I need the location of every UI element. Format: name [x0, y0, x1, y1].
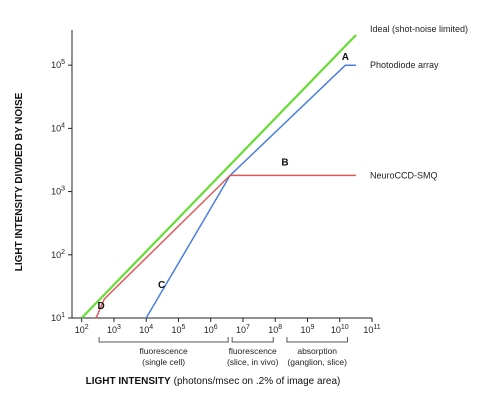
x-tick-exp: 8 [278, 324, 282, 331]
y-tick-label: 105 [51, 59, 65, 70]
y-tick-exp: 2 [61, 249, 65, 256]
x-tick-label: 104 [139, 324, 153, 335]
x-tick-base: 10 [204, 325, 214, 335]
series-lines [80, 34, 357, 319]
x-tick-label: 1011 [363, 324, 380, 335]
x-tick-exp: 10 [341, 324, 349, 331]
y-tick-base: 10 [51, 250, 61, 260]
x-tick-exp: 5 [182, 324, 186, 331]
annotation-letter: A [342, 52, 349, 63]
x-tick-exp: 9 [311, 324, 315, 331]
series-line [80, 34, 357, 319]
x-tick-base: 10 [301, 325, 311, 335]
axes [71, 30, 372, 319]
y-tick-base: 10 [51, 123, 61, 133]
x-tick-label: 106 [204, 324, 218, 335]
x-tick-exp: 6 [214, 324, 218, 331]
x-tick-exp: 3 [117, 324, 121, 331]
series-line [95, 174, 356, 319]
annotations: A B C D [98, 52, 350, 312]
y-tick-exp: 5 [61, 59, 65, 66]
y-tick-base: 10 [51, 313, 61, 323]
range-brackets: fluorescence(single cell)fluorescence(sl… [98, 337, 348, 367]
x-tick-label: 103 [107, 324, 121, 335]
x-tick-label: 107 [236, 324, 250, 335]
annotation-letter: D [98, 301, 105, 312]
range-label: (ganglion, slice) [287, 357, 347, 367]
x-tick-base: 10 [363, 325, 373, 335]
annotation-letter: C [158, 280, 165, 291]
series-labels: Ideal (shot-noise limited) Photodiode arr… [370, 24, 468, 180]
x-tick-exp: 7 [246, 324, 250, 331]
range-label: fluorescence [140, 346, 188, 356]
range-bracket [231, 337, 274, 343]
y-tick-exp: 1 [61, 312, 65, 319]
x-tick-base: 10 [75, 325, 85, 335]
x-tick-exp: 2 [85, 324, 89, 331]
y-tick-exp: 4 [61, 122, 65, 129]
y-tick-base: 10 [51, 187, 61, 197]
x-tick-base: 10 [172, 325, 182, 335]
x-tick-label: 105 [172, 324, 186, 335]
range-label: fluorescence [229, 346, 277, 356]
x-axis-title: LIGHT INTENSITY (photons/msec on .2% of i… [86, 376, 341, 387]
y-tick-label: 103 [51, 186, 65, 197]
series-label: Photodiode array [370, 60, 439, 70]
y-tick-label: 104 [51, 122, 65, 133]
series-line [145, 64, 356, 319]
x-axis-title-main: LIGHT INTENSITY [86, 376, 171, 387]
range-label: (single cell) [142, 357, 185, 367]
y-tick-label: 101 [51, 312, 65, 323]
annotation-letter: B [281, 157, 288, 168]
y-tick-exp: 3 [61, 186, 65, 193]
x-tick-label: 1010 [331, 324, 349, 335]
x-tick-base: 10 [268, 325, 278, 335]
range-bracket [286, 337, 348, 343]
range-bracket [98, 337, 229, 343]
y-axis-title: LIGHT INTENSITY DIVIDED BY NOISE [14, 92, 25, 271]
x-tick-exp: 4 [149, 324, 153, 331]
y-tick-label: 102 [51, 249, 65, 260]
x-tick-label: 109 [301, 324, 315, 335]
range-label: (slice, in vivo) [227, 357, 279, 367]
x-axis-title-units: (photons/msec on .2% of image area) [174, 376, 341, 387]
y-tick-base: 10 [51, 60, 61, 70]
x-tick-base: 10 [331, 325, 341, 335]
series-label: Ideal (shot-noise limited) [370, 24, 468, 34]
range-label: absorption [297, 346, 337, 356]
x-tick-label: 108 [268, 324, 282, 335]
x-tick-label: 102 [75, 324, 89, 335]
x-tick-base: 10 [107, 325, 117, 335]
x-tick-base: 10 [236, 325, 246, 335]
ticks: 102 103 104 105 106 107 108 109 1010 101110110210… [51, 59, 381, 335]
series-label: NeuroCCD-SMQ [370, 170, 438, 180]
x-tick-exp: 11 [373, 324, 380, 331]
x-tick-base: 10 [139, 325, 149, 335]
